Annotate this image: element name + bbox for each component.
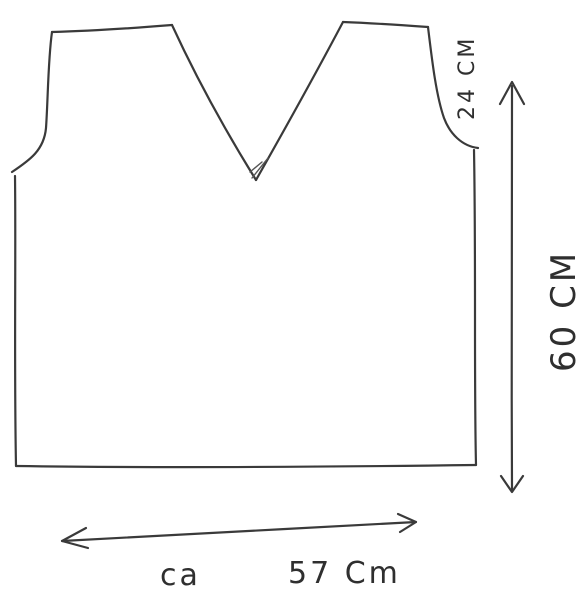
v-neck-right: [254, 20, 345, 182]
length-label: 60 CM: [544, 250, 584, 372]
length-arrow-shaft: [510, 84, 514, 492]
right-armhole-curve: [426, 25, 480, 150]
width-arrow-head-right: [396, 512, 418, 534]
left-armhole-curve: [10, 30, 54, 174]
left-side-seam: [13, 174, 18, 468]
width-arrow-shaft: [60, 520, 418, 543]
length-arrow-head-top: [498, 80, 526, 106]
armhole-depth-label: 24 CM: [455, 36, 480, 120]
v-neck-tip-scribble: [249, 157, 269, 179]
width-arrow: [60, 512, 418, 550]
hem-line: [14, 463, 478, 469]
right-shoulder-line: [341, 20, 430, 29]
width-value-label: 57 Cm: [288, 556, 401, 589]
right-side-seam: [472, 148, 478, 467]
length-arrow: [498, 80, 526, 494]
left-shoulder-line: [50, 23, 174, 34]
length-arrow-head-bottom: [499, 474, 525, 494]
width-arrow-head-left: [60, 526, 90, 550]
v-neck-left: [170, 23, 258, 182]
vest-body-outline: [10, 20, 480, 469]
width-prefix-label: ca: [160, 558, 201, 589]
